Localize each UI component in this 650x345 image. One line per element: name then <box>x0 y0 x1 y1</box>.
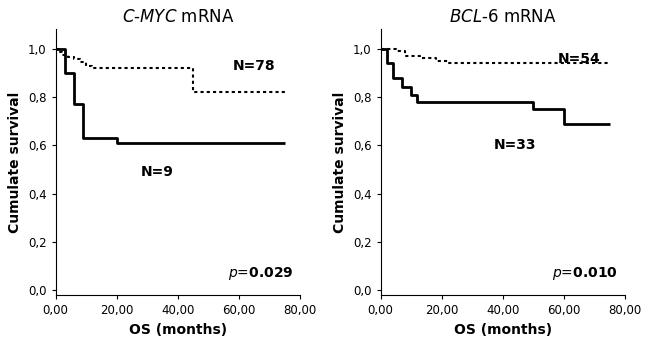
Text: N=54: N=54 <box>558 52 601 67</box>
Text: $\it{p}$=$\bf{0.010}$: $\it{p}$=$\bf{0.010}$ <box>552 265 618 282</box>
Title: $\it{BCL}$-$\it{6}$ mRNA: $\it{BCL}$-$\it{6}$ mRNA <box>449 8 556 26</box>
X-axis label: OS (months): OS (months) <box>454 323 552 337</box>
Text: N=33: N=33 <box>493 138 536 152</box>
X-axis label: OS (months): OS (months) <box>129 323 227 337</box>
Text: N=9: N=9 <box>141 165 174 179</box>
Text: $\it{p}$=$\bf{0.029}$: $\it{p}$=$\bf{0.029}$ <box>227 265 292 282</box>
Y-axis label: Cumulate survival: Cumulate survival <box>333 91 347 233</box>
Title: $\it{C}$-$\it{MYC}$ mRNA: $\it{C}$-$\it{MYC}$ mRNA <box>122 8 234 26</box>
Text: N=78: N=78 <box>233 59 276 72</box>
Y-axis label: Cumulate survival: Cumulate survival <box>8 91 22 233</box>
